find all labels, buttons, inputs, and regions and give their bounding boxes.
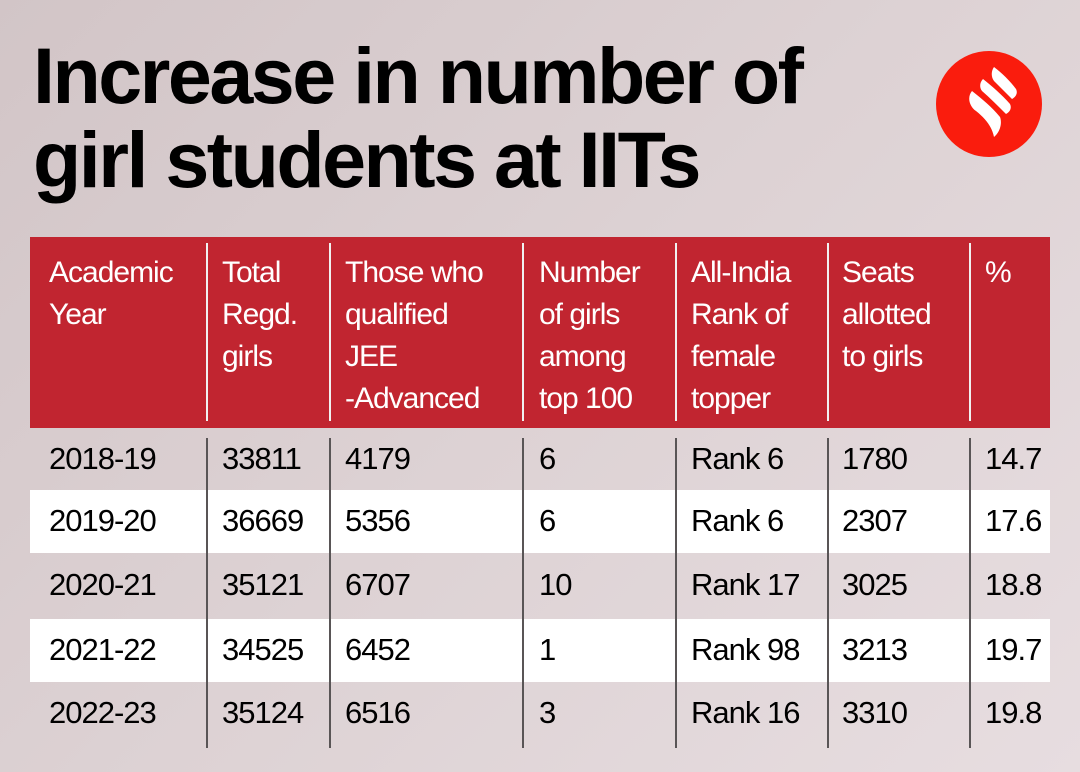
column-divider <box>522 243 524 421</box>
page-title: Increase in number of girl students at I… <box>33 31 804 204</box>
column-header-percent: % <box>985 256 1012 289</box>
column-divider <box>329 438 331 748</box>
cell-academic-year: 2021-22 <box>49 632 157 667</box>
cell-qualified-jee: 5356 <box>345 503 411 538</box>
column-header-female-topper-rank: All-India Rank of female topper <box>691 256 791 415</box>
cell-total-regd-girls: 35124 <box>222 695 304 730</box>
column-divider <box>675 243 677 421</box>
cell-total-regd-girls: 36669 <box>222 503 304 538</box>
indian-express-logo-icon <box>969 67 1017 137</box>
cell-girls-top-100: 10 <box>539 567 572 602</box>
cell-seats-allotted: 3213 <box>842 632 908 667</box>
data-table: Academic Year Total Regd. girls Those wh… <box>30 237 1050 748</box>
cell-girls-top-100: 6 <box>539 503 556 538</box>
cell-qualified-jee: 6707 <box>345 567 411 602</box>
column-header-qualified-jee-advanced: Those who qualified JEE -Advanced <box>345 256 484 415</box>
table-row: 2022-23 35124 6516 3 Rank 16 3310 19.8 <box>30 682 1050 745</box>
cell-total-regd-girls: 34525 <box>222 632 304 667</box>
cell-topper-rank: Rank 6 <box>691 503 784 538</box>
cell-seats-allotted: 3025 <box>842 567 908 602</box>
column-divider <box>969 438 971 748</box>
column-header-girls-top-100: Number of girls among top 100 <box>539 256 641 415</box>
column-divider <box>206 438 208 748</box>
cell-percent: 19.7 <box>985 632 1042 667</box>
cell-percent: 17.6 <box>985 503 1042 538</box>
column-divider <box>329 243 331 421</box>
table-row: 2020-21 35121 6707 10 Rank 17 3025 18.8 <box>30 554 1050 617</box>
cell-total-regd-girls: 35121 <box>222 567 304 602</box>
cell-qualified-jee: 4179 <box>345 441 411 476</box>
cell-total-regd-girls: 33811 <box>222 441 302 476</box>
cell-percent: 14.7 <box>985 441 1042 476</box>
cell-academic-year: 2022-23 <box>49 695 157 730</box>
table-body: 2018-19 33811 4179 6 Rank 6 1780 14.7 20… <box>30 428 1050 748</box>
column-header-academic-year: Academic Year <box>49 256 174 331</box>
cell-academic-year: 2020-21 <box>49 567 157 602</box>
cell-academic-year: 2019-20 <box>49 503 157 538</box>
cell-topper-rank: Rank 6 <box>691 441 784 476</box>
cell-academic-year: 2018-19 <box>49 441 157 476</box>
column-divider <box>675 438 677 748</box>
cell-girls-top-100: 3 <box>539 695 556 730</box>
cell-qualified-jee: 6516 <box>345 695 411 730</box>
cell-girls-top-100: 6 <box>539 441 556 476</box>
cell-qualified-jee: 6452 <box>345 632 411 667</box>
column-header-seats-allotted: Seats allotted to girls <box>842 256 932 373</box>
cell-percent: 19.8 <box>985 695 1042 730</box>
publisher-logo <box>936 51 1042 157</box>
cell-girls-top-100: 1 <box>539 632 556 667</box>
table-row: 2021-22 34525 6452 1 Rank 98 3213 19.7 <box>30 619 1050 682</box>
table-row: 2018-19 33811 4179 6 Rank 6 1780 14.7 <box>30 428 1050 491</box>
column-divider <box>522 438 524 748</box>
column-divider <box>969 243 971 421</box>
cell-topper-rank: Rank 16 <box>691 695 800 730</box>
cell-seats-allotted: 1780 <box>842 441 908 476</box>
cell-seats-allotted: 2307 <box>842 503 908 538</box>
cell-seats-allotted: 3310 <box>842 695 908 730</box>
cell-percent: 18.8 <box>985 567 1042 602</box>
column-divider <box>206 243 208 421</box>
column-divider <box>827 438 829 748</box>
column-divider <box>827 243 829 421</box>
cell-topper-rank: Rank 98 <box>691 632 800 667</box>
table-header: Academic Year Total Regd. girls Those wh… <box>30 237 1050 428</box>
cell-topper-rank: Rank 17 <box>691 567 800 602</box>
column-header-total-regd-girls: Total Regd. girls <box>222 256 298 373</box>
table-row: 2019-20 36669 5356 6 Rank 6 2307 17.6 <box>30 490 1050 553</box>
